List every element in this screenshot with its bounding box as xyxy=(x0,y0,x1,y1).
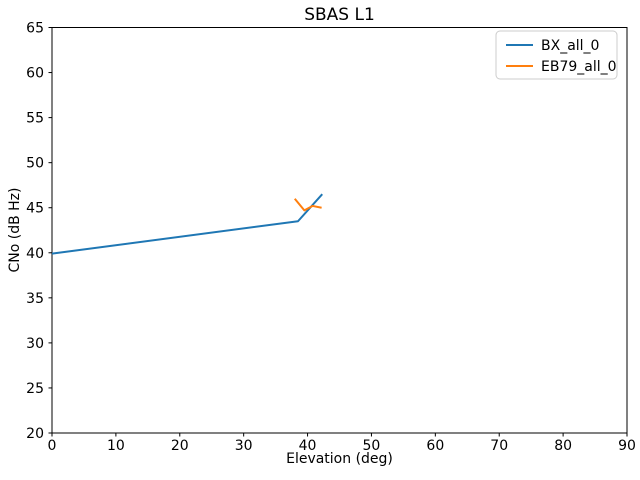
x-tick-label: 70 xyxy=(490,438,508,454)
x-tick-label: 80 xyxy=(554,438,572,454)
y-tick-label: 30 xyxy=(26,336,44,352)
y-tick-label: 55 xyxy=(26,111,44,127)
x-tick-label: 50 xyxy=(363,438,381,454)
series-line-BX_all_0 xyxy=(51,193,323,255)
x-axis-label: Elevation (deg) xyxy=(286,451,393,467)
legend-entry-label: BX_all_0 xyxy=(541,38,599,54)
chart-title: SBAS L1 xyxy=(304,5,375,25)
y-tick-label: 25 xyxy=(26,381,44,397)
x-tick-label: 0 xyxy=(48,438,57,454)
y-tick-label: 35 xyxy=(26,291,44,307)
x-tick-label: 30 xyxy=(235,438,253,454)
y-tick-label: 65 xyxy=(26,21,44,37)
y-axis-label: CNo (dB Hz) xyxy=(7,187,23,273)
x-tick-label: 10 xyxy=(107,438,125,454)
x-tick-label: 90 xyxy=(618,438,636,454)
series-line-EB79_all_0 xyxy=(294,198,322,212)
x-tick-label: 60 xyxy=(426,438,444,454)
y-tick-label: 60 xyxy=(26,66,44,82)
y-tick-label: 40 xyxy=(26,246,44,262)
x-tick-label: 20 xyxy=(171,438,189,454)
y-tick-label: 50 xyxy=(26,156,44,172)
y-tick-label: 20 xyxy=(26,426,44,442)
axes-spines xyxy=(51,27,628,434)
y-tick-label: 45 xyxy=(26,201,44,217)
x-tick-label: 40 xyxy=(299,438,317,454)
legend-entry-label: EB79_all_0 xyxy=(541,59,617,75)
